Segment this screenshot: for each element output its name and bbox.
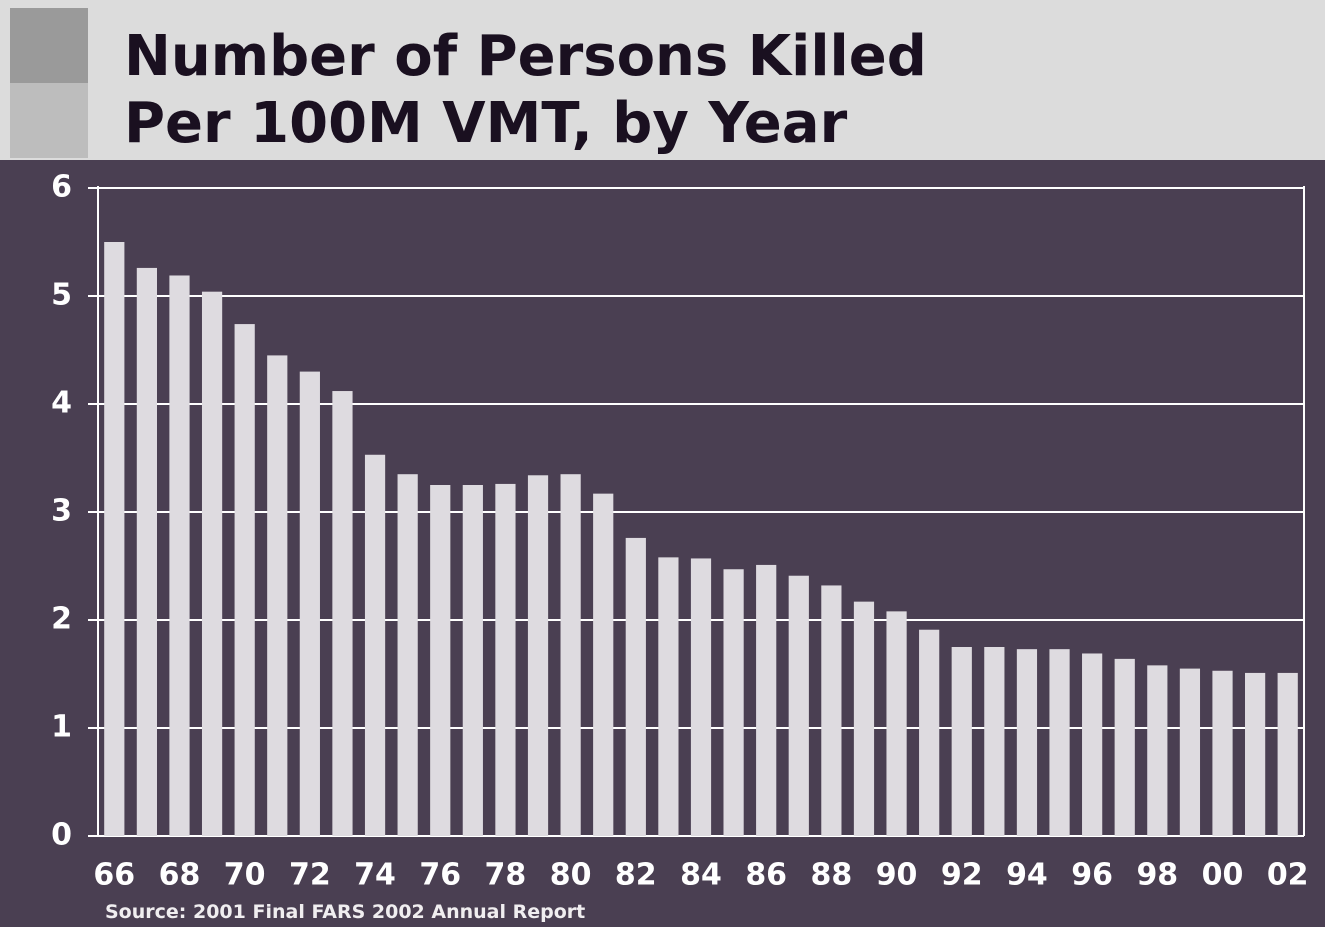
bar <box>1016 649 1038 836</box>
y-tick-label: 4 <box>51 386 72 421</box>
x-tick-label: 78 <box>485 858 527 893</box>
bar <box>462 485 483 836</box>
bar <box>1179 668 1201 836</box>
bar <box>756 564 777 836</box>
bar <box>104 242 125 836</box>
x-tick-label: 00 <box>1202 858 1244 893</box>
bar <box>267 355 288 836</box>
y-tick-label: 1 <box>51 710 72 745</box>
x-tick-label: 90 <box>876 858 918 893</box>
bar <box>853 601 875 836</box>
bar <box>1082 653 1103 836</box>
x-tick-label: 74 <box>354 858 396 893</box>
chart-title: Number of Persons Killed <box>124 24 927 89</box>
x-tick-label: 68 <box>159 858 201 893</box>
bar <box>593 493 614 836</box>
bar <box>397 474 418 836</box>
decoration <box>10 83 88 158</box>
x-tick-label: 88 <box>811 858 853 893</box>
bar <box>560 474 581 836</box>
bar <box>658 557 679 836</box>
bar <box>136 267 157 836</box>
x-tick-label: 80 <box>550 858 592 893</box>
x-tick-label: 76 <box>419 858 461 893</box>
x-tick-label: 92 <box>941 858 983 893</box>
x-tick-label: 66 <box>93 858 135 893</box>
bar <box>495 483 516 836</box>
bar <box>364 454 386 836</box>
source-note: Source: 2001 Final FARS 2002 Annual Repo… <box>105 901 585 923</box>
bar <box>1245 672 1266 836</box>
bar <box>1049 649 1070 836</box>
y-tick-label: 3 <box>51 494 72 529</box>
bar <box>234 324 255 836</box>
bar <box>299 371 320 836</box>
bar <box>625 537 646 836</box>
chart-title: Per 100M VMT, by Year <box>124 91 848 156</box>
x-tick-label: 82 <box>615 858 657 893</box>
bar <box>169 275 190 837</box>
bar <box>1277 672 1298 836</box>
bar <box>919 629 940 836</box>
x-tick-label: 84 <box>680 858 722 893</box>
decoration <box>10 8 88 83</box>
bar <box>201 291 223 836</box>
x-tick-label: 02 <box>1267 858 1309 893</box>
x-tick-label: 86 <box>745 858 787 893</box>
bar <box>723 569 744 836</box>
bar <box>788 575 809 836</box>
bar <box>332 391 353 836</box>
bar <box>886 611 907 836</box>
y-tick-label: 5 <box>51 278 72 313</box>
bar <box>984 647 1005 836</box>
y-tick-label: 6 <box>51 170 72 205</box>
y-tick-label: 0 <box>51 818 72 853</box>
x-tick-label: 72 <box>289 858 331 893</box>
bar <box>430 485 451 836</box>
bar <box>951 647 972 836</box>
x-tick-label: 70 <box>224 858 266 893</box>
title-band <box>0 0 1325 160</box>
bar <box>1212 670 1233 836</box>
x-tick-label: 96 <box>1071 858 1113 893</box>
y-tick-label: 2 <box>51 602 72 637</box>
bar <box>1147 665 1168 836</box>
x-tick-label: 98 <box>1136 858 1178 893</box>
x-tick-label: 94 <box>1006 858 1048 893</box>
bar <box>527 475 549 836</box>
bar <box>821 585 842 836</box>
bar <box>690 558 712 836</box>
bar <box>1114 658 1135 836</box>
